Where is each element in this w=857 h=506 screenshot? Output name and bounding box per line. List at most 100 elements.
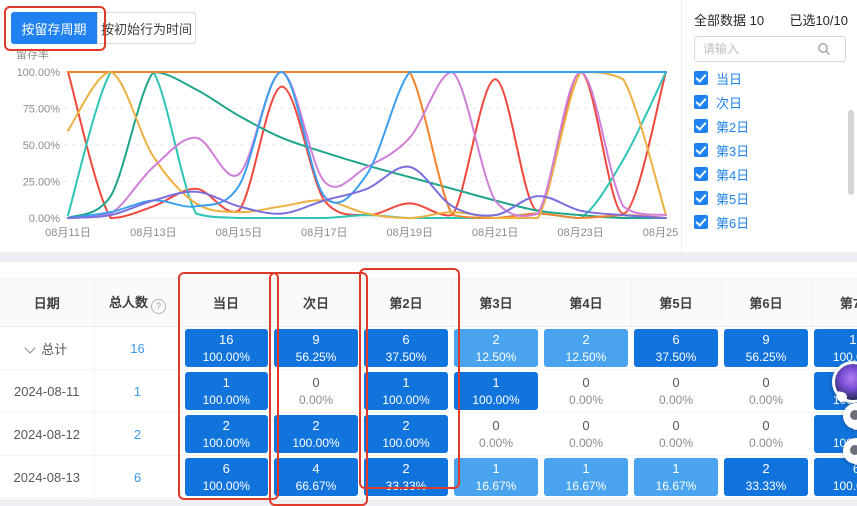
float-tool-button-1[interactable] [843,403,857,429]
metric-checkbox-item-第6日[interactable]: 第6日 [694,210,844,234]
table-header-第6日: 第6日 [721,278,812,327]
checkbox-checked-icon[interactable] [694,95,708,109]
total-count-link[interactable]: 16 [130,340,145,356]
metric-checkbox-item-第2日[interactable]: 第2日 [694,114,844,138]
tab-by-initial-behavior-time[interactable]: 按初始行为时间 [97,12,196,44]
metric-checkbox-item-第5日[interactable]: 第5日 [694,186,844,210]
collapse-chevron-icon[interactable] [24,341,36,354]
retention-cell[interactable]: 0 0.00% [271,369,361,413]
retention-line-chart[interactable]: 留存率 100.00% 75.00% 50.00% 25.00% 0.00% 08月11日 0… [0,44,689,244]
checkbox-checked-icon[interactable] [694,143,708,157]
selected-count-label: 已选10/10 [789,13,848,28]
retention-cell[interactable]: 0 0.00% [541,412,631,456]
total-count-link[interactable]: 6 [133,469,142,485]
retention-cell[interactable]: 1 16.67% [541,455,631,499]
table-header-第5日: 第5日 [631,278,722,327]
chart-card: 按留存周期 按初始行为时间 留存率 100.00% 75.00% 50.00% 25.0… [0,0,857,252]
tab-by-retention-period[interactable]: 按留存周期 [11,12,97,44]
checkbox-checked-icon[interactable] [694,191,708,205]
table-header-日期: 日期 [0,278,95,327]
table-header-次日: 次日 [271,278,362,327]
retention-cell[interactable]: 0 0.00% [631,369,721,413]
metric-label: 第3日 [716,143,750,159]
series-search-box[interactable] [694,36,846,62]
total-count-cell: 6 [94,455,182,499]
y-axis-tick: 0.00% [29,213,60,225]
retention-cell[interactable]: 1 [541,498,631,500]
retention-cell[interactable]: 4 [721,498,811,500]
retention-cell[interactable]: 2 [271,498,361,500]
metric-label: 第6日 [716,215,750,231]
metric-checkbox-item-第3日[interactable]: 第3日 [694,138,844,162]
search-icon [818,43,830,55]
retention-cell[interactable]: 2 12.50% [451,326,541,370]
x-axis-tick: 08月21日 [472,227,518,239]
retention-cell[interactable]: 2 12.50% [541,326,631,370]
retention-cell[interactable]: 1 [361,498,451,500]
total-count-cell: 16 [94,326,182,370]
x-axis-tick: 08月19日 [386,227,432,239]
series-line-第5日 [67,70,667,219]
metric-checkbox-item-次日[interactable]: 次日 [694,90,844,114]
checkbox-checked-icon[interactable] [694,167,708,181]
date-cell: 2024-08-13 [0,455,95,499]
y-axis-tick: 25.00% [23,177,61,189]
metric-checkbox-item-第4日[interactable]: 第4日 [694,162,844,186]
retention-cell[interactable]: 0 0.00% [631,412,721,456]
x-axis-tick: 08月23日 [557,227,603,239]
all-data-count-label: 全部数据 10 [694,13,765,28]
date-cell [0,498,95,500]
float-tool-button-2[interactable] [843,438,857,464]
table-header-第4日: 第4日 [541,278,632,327]
table-row: 2024-08-12 2 2 100.00% 2 100.00% 2 100.00% 0 0.00… [0,412,857,456]
info-circle-icon[interactable]: ? [151,298,166,314]
retention-cell[interactable]: 4 66.67% [271,455,361,499]
panel-scrollbar[interactable] [848,110,854,195]
retention-cell[interactable]: 0 0.00% [721,369,811,413]
retention-cell[interactable]: 9 56.25% [721,326,811,370]
checkbox-checked-icon[interactable] [694,71,708,85]
assistant-float-button[interactable] [832,361,857,403]
checkbox-checked-icon[interactable] [694,215,708,229]
total-count-link[interactable]: 1 [133,383,142,399]
table-row: 总计 16 16 100.00% 9 56.25% 6 37.50% 2 12.50% 2 12.50… [0,326,857,370]
retention-cell[interactable]: 0 0.00% [721,412,811,456]
x-axis-tick: 08月13日 [130,227,176,239]
total-count-link[interactable]: 2 [133,426,142,442]
y-axis-tick: 50.00% [23,140,61,152]
retention-cell[interactable]: 2 [631,498,721,500]
series-line-第4日 [67,70,667,220]
y-axis-tick: 75.00% [23,104,61,116]
x-axis-tick: 08月15日 [216,227,262,239]
retention-cell[interactable]: 0 [451,498,541,500]
retention-cell[interactable]: 6 37.50% [361,326,451,370]
retention-cell[interactable]: 0 0.00% [451,412,541,456]
retention-cell[interactable]: 7 [811,498,857,500]
checkbox-checked-icon[interactable] [694,119,708,133]
metric-label: 第5日 [716,191,750,207]
search-input[interactable] [701,41,817,57]
retention-cell[interactable]: 2 33.33% [361,455,451,499]
retention-cell[interactable]: 1 16.67% [631,455,721,499]
retention-cell[interactable]: 2 33.33% [721,455,811,499]
retention-cell[interactable]: 1 16.67% [451,455,541,499]
retention-cell[interactable]: 6 37.50% [631,326,721,370]
x-axis-tick: 08月17日 [301,227,347,239]
retention-cell[interactable]: 9 56.25% [271,326,361,370]
metric-checkbox-item-当日[interactable]: 当日 [694,66,844,90]
table-row: 2024-08-11 1 1 100.00% 0 0.00% 1 100.00% 1 100.00… [0,369,857,413]
retention-cell[interactable]: 0 0.00% [541,369,631,413]
